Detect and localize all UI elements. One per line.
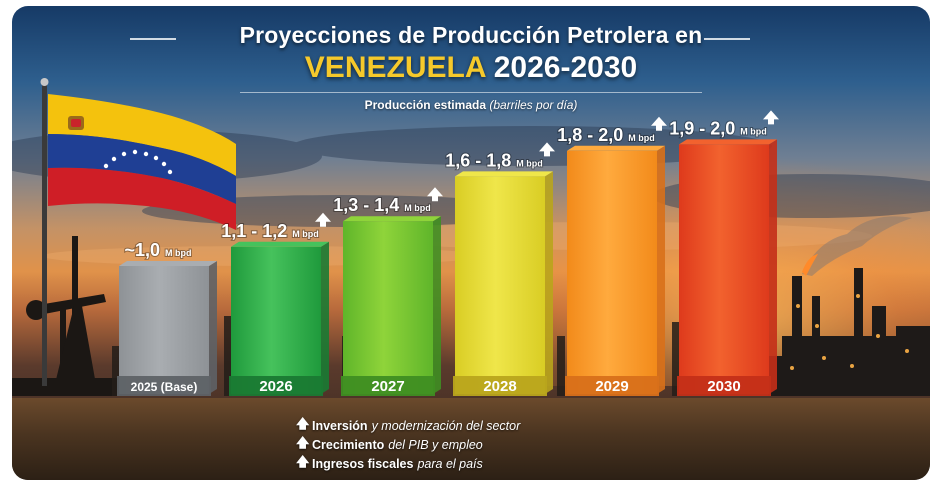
category-label: 2026	[259, 378, 292, 395]
bar-2028	[455, 176, 545, 394]
benefit-text: y modernización del sector	[371, 418, 521, 433]
benefit-item: 🡅 Inversión y modernización del sector	[296, 416, 656, 435]
benefit-strong: Crecimiento	[312, 437, 385, 452]
benefit-strong: Ingresos fiscales	[312, 456, 414, 471]
subtitle-main: Producción estimada	[364, 98, 486, 112]
field-ground	[12, 398, 930, 480]
value-label: ~1,0 M bpd	[124, 240, 191, 260]
benefit-text: del PIB y empleo	[388, 437, 483, 452]
title-highlight: VENEZUELA 2026-2030	[12, 51, 930, 85]
bar-2030	[679, 144, 769, 394]
bar-side	[209, 261, 217, 394]
value-label: 1,8 - 2,0 M bpd	[557, 125, 655, 145]
category-label-box	[229, 376, 323, 396]
bar-side	[321, 241, 329, 394]
bar-side	[433, 216, 441, 394]
arrow-up-icon: 🡅	[296, 434, 310, 450]
value-label: 1,1 - 1,2 M bpd	[221, 221, 319, 241]
benefit-item: 🡅 Crecimiento del PIB y empleo	[296, 435, 656, 454]
infographic-card: Proyecciones de Producción Petrolera en …	[12, 6, 930, 480]
benefits-list: 🡅 Inversión y modernización del sector 🡅…	[296, 416, 656, 473]
title-country: VENEZUELA	[304, 51, 486, 84]
category-label-box	[677, 376, 771, 396]
category-label-box	[565, 376, 659, 396]
bar-2029	[567, 150, 657, 394]
trend-up-icon	[539, 142, 555, 157]
bar-top	[455, 171, 553, 177]
category-label: 2029	[595, 378, 628, 395]
title-years: 2026-2030	[493, 51, 638, 84]
category-label: 2027	[371, 378, 404, 395]
arrow-up-icon: 🡅	[296, 415, 310, 431]
category-label-box	[117, 376, 211, 396]
subtitle-rule	[240, 92, 702, 93]
trend-up-icon	[651, 116, 667, 131]
bar-side	[545, 171, 553, 394]
subtitle-unit: (barriles por día)	[489, 98, 578, 112]
category-label-box	[341, 376, 435, 396]
bar-top	[679, 139, 777, 145]
arrow-up-icon: 🡅	[296, 453, 310, 469]
benefit-item: 🡅 Ingresos fiscales para el país	[296, 454, 656, 473]
chart-subtitle: Producción estimada (barriles por día)	[12, 98, 930, 112]
bar-2027	[343, 221, 433, 394]
bar-top	[567, 145, 665, 151]
value-label: 1,6 - 1,8 M bpd	[445, 150, 543, 170]
bar-side	[657, 145, 665, 394]
bar-side	[769, 139, 777, 394]
category-label: 2028	[483, 378, 516, 395]
category-label: 2030	[707, 378, 740, 395]
value-label: 1,9 - 2,0 M bpd	[669, 118, 767, 138]
benefit-strong: Inversión	[312, 418, 368, 433]
title-rule-right	[704, 38, 750, 40]
trend-up-icon	[315, 212, 331, 227]
value-label: 1,3 - 1,4 M bpd	[333, 195, 431, 215]
venezuela-flag	[48, 94, 236, 230]
bar-base	[119, 266, 209, 394]
benefit-text: para el país	[417, 456, 483, 471]
category-label-box	[453, 376, 547, 396]
bar-chart: 2025 (Base) ~1,0 M bpd 2026 1,1 - 1,2 M bpd…	[117, 110, 779, 396]
bar-top	[119, 261, 217, 266]
title-rule-left	[130, 38, 176, 40]
bar-top	[343, 216, 441, 222]
category-label: 2025 (Base)	[131, 380, 198, 394]
trend-up-icon	[763, 110, 779, 125]
bar-top	[231, 241, 329, 247]
bar-2026	[231, 246, 321, 394]
page-title: Proyecciones de Producción Petrolera en	[239, 22, 703, 48]
trend-up-icon	[427, 187, 443, 202]
